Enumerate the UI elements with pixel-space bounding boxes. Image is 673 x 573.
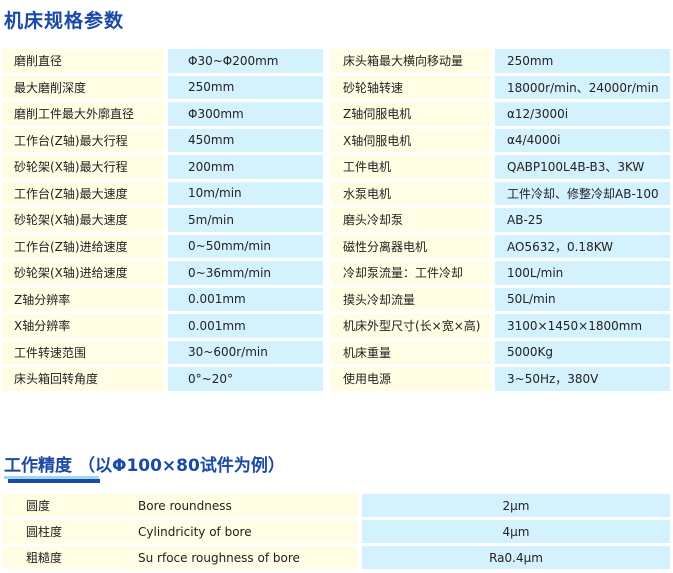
spec-label: X轴分辨率 [2, 314, 164, 338]
spec-value: 250mm [491, 49, 670, 73]
spec-value: 5000Kg [491, 340, 670, 364]
spec-label: 砂轮轴转速 [323, 75, 491, 99]
accuracy-label-en: Su rfoce roughness of bore [138, 546, 358, 569]
spec-value: α12/3000i [491, 102, 670, 126]
accuracy-value: Ra0.4μm [358, 546, 670, 569]
spec-row: 磨削工件最大外廓直径 Φ300mm Z轴伺服电机 α12/3000i [2, 102, 670, 126]
spec-label: 磨头冷却泵 [323, 208, 491, 232]
accuracy-title: 工作精度 [4, 456, 72, 476]
spec-value: 0~36mm/min [164, 261, 323, 285]
spec-label: 砂轮架(X轴)进给速度 [2, 261, 164, 285]
spec-row: 砂轮架(X轴)进给速度 0~36mm/min 冷却泵流量：工件冷却 100L/min [2, 261, 670, 285]
spec-value: QABP100L4B-B3、3KW [491, 155, 670, 179]
spec-row: 磨削直径 Φ30~Φ200mm 床头箱最大横向移动量 250mm [2, 49, 670, 73]
spec-label: 工作台(Z轴)进给速度 [2, 234, 164, 258]
spec-row: 工作台(Z轴)最大速度 10m/min 水泵电机 工件冷却、修整冷却AB-100 [2, 181, 670, 205]
spec-label: 机床重量 [323, 340, 491, 364]
spec-label: 工作台(Z轴)最大行程 [2, 128, 164, 152]
spec-row: 砂轮架(X轴)最大行程 200mm 工件电机 QABP100L4B-B3、3KW [2, 155, 670, 179]
spec-row: 砂轮架(X轴)最大速度 5m/min 磨头冷却泵 AB-25 [2, 208, 670, 232]
spec-value: 450mm [164, 128, 323, 152]
spec-value: 18000r/min、24000r/min [491, 75, 670, 99]
spec-label: 砂轮架(X轴)最大速度 [2, 208, 164, 232]
accuracy-value: 2μm [358, 494, 670, 517]
spec-label: 冷却泵流量：工件冷却 [323, 261, 491, 285]
accuracy-row: 粗糙度 Su rfoce roughness of bore Ra0.4μm [2, 546, 670, 569]
spec-row: X轴分辨率 0.001mm 机床外型尺寸(长×宽×高) 3100×1450×1800m… [2, 314, 670, 338]
spec-label: 砂轮架(X轴)最大行程 [2, 155, 164, 179]
spec-value: 工件冷却、修整冷却AB-100 [491, 181, 670, 205]
spec-label: 工件电机 [323, 155, 491, 179]
spec-label: 最大磨削深度 [2, 75, 164, 99]
accuracy-label-cn: 粗糙度 [2, 546, 138, 569]
spec-row: 工件转速范围 30~600r/min 机床重量 5000Kg [2, 340, 670, 364]
spec-label: 工件转速范围 [2, 340, 164, 364]
spec-label: 水泵电机 [323, 181, 491, 205]
spec-label: X轴伺服电机 [323, 128, 491, 152]
spec-value: Φ30~Φ200mm [164, 49, 323, 73]
spec-row: 床头箱回转角度 0°~20° 使用电源 3~50Hz，380V [2, 367, 670, 391]
spec-row: 工作台(Z轴)进给速度 0~50mm/min 磁性分离器电机 AO5632，0.18K… [2, 234, 670, 258]
spec-row: 工作台(Z轴)最大行程 450mm X轴伺服电机 α4/4000i [2, 128, 670, 152]
spec-row: 最大磨削深度 250mm 砂轮轴转速 18000r/min、24000r/min [2, 75, 670, 99]
spec-value: 0.001mm [164, 314, 323, 338]
accuracy-row: 圆度 Bore roundness 2μm [2, 494, 670, 517]
spec-value: 10m/min [164, 181, 323, 205]
spec-value: 250mm [164, 75, 323, 99]
spec-label: 床头箱最大横向移动量 [323, 49, 491, 73]
spec-value: 0~50mm/min [164, 234, 323, 258]
spec-label: Z轴分辨率 [2, 287, 164, 311]
accuracy-label-en: Cylindricity of bore [138, 520, 358, 543]
spec-value: 0.001mm [164, 287, 323, 311]
accuracy-heading: 工作精度 （以Φ100×80试件为例） [4, 451, 285, 476]
spec-value: 5m/min [164, 208, 323, 232]
spec-label: 使用电源 [323, 367, 491, 391]
spec-label: 工作台(Z轴)最大速度 [2, 181, 164, 205]
spec-value: 30~600r/min [164, 340, 323, 364]
accuracy-value: 4μm [358, 520, 670, 543]
accuracy-table: 圆度 Bore roundness 2μm 圆柱度 Cylindricity of bo… [2, 491, 670, 572]
spec-value: AO5632，0.18KW [491, 234, 670, 258]
spec-value: 0°~20° [164, 367, 323, 391]
spec-row: Z轴分辨率 0.001mm 摸头冷却流量 50L/min [2, 287, 670, 311]
title-underline-light [4, 476, 99, 479]
spec-label: 磁性分离器电机 [323, 234, 491, 258]
accuracy-label-en: Bore roundness [138, 494, 358, 517]
spec-value: 50L/min [491, 287, 670, 311]
spec-label: 机床外型尺寸(长×宽×高) [323, 314, 491, 338]
spec-value: α4/4000i [491, 128, 670, 152]
accuracy-subtitle: （以Φ100×80试件为例） [78, 456, 285, 476]
spec-label: Z轴伺服电机 [323, 102, 491, 126]
spec-value: 200mm [164, 155, 323, 179]
spec-label: 摸头冷却流量 [323, 287, 491, 311]
spec-table: 磨削直径 Φ30~Φ200mm 床头箱最大横向移动量 250mm 最大磨削深度 250mm… [2, 46, 670, 394]
spec-title: 机床规格参数 [4, 10, 125, 32]
spec-label: 磨削直径 [2, 49, 164, 73]
spec-label: 床头箱回转角度 [2, 367, 164, 391]
title-underline-dark [8, 479, 100, 483]
spec-label: 磨削工件最大外廓直径 [2, 102, 164, 126]
spec-value: 3~50Hz，380V [491, 367, 670, 391]
spec-value: Φ300mm [164, 102, 323, 126]
accuracy-row: 圆柱度 Cylindricity of bore 4μm [2, 520, 670, 543]
spec-value: AB-25 [491, 208, 670, 232]
accuracy-label-cn: 圆度 [2, 494, 138, 517]
spec-value: 100L/min [491, 261, 670, 285]
spec-value: 3100×1450×1800mm [491, 314, 670, 338]
accuracy-label-cn: 圆柱度 [2, 520, 138, 543]
